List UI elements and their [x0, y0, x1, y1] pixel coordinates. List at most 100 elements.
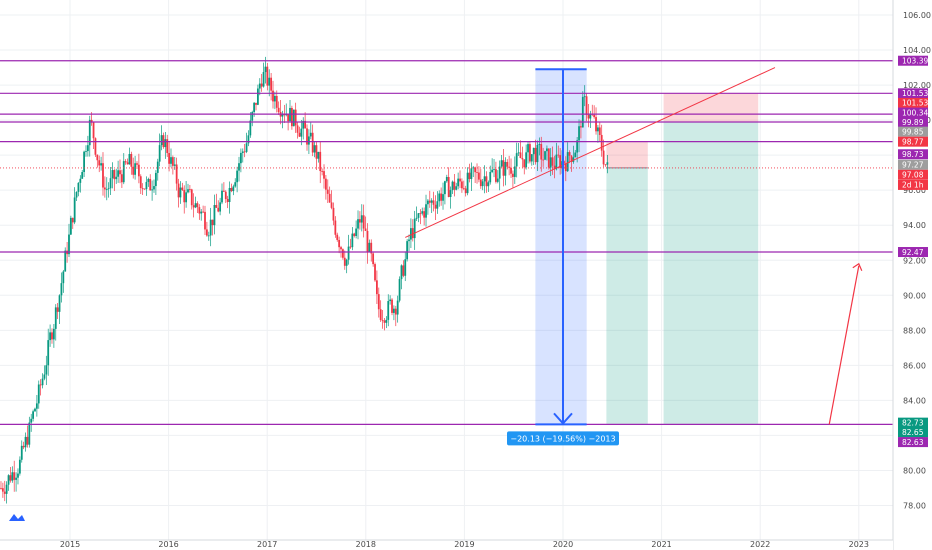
candle-body	[396, 300, 399, 315]
price-tag[interactable]	[898, 417, 928, 428]
candle-body	[156, 161, 159, 173]
price-tick-label: 86.00	[903, 361, 926, 370]
candle-body	[393, 308, 395, 313]
time-axis-bg	[0, 540, 893, 550]
price-tag[interactable]	[898, 437, 928, 448]
candle-body	[481, 181, 484, 187]
measure-label-box[interactable]	[507, 431, 619, 446]
candle-body	[362, 215, 365, 229]
time-tick-label: 2021	[651, 540, 671, 549]
target-arrow[interactable]	[828, 265, 860, 425]
candle-body	[413, 218, 416, 239]
candle-body	[595, 117, 597, 132]
price-tag-label: 100.34	[902, 108, 928, 117]
price-tag[interactable]	[898, 149, 928, 160]
candle-body	[421, 211, 424, 214]
candle-body	[476, 172, 478, 173]
candle-body	[292, 109, 295, 127]
time-tick-label: 2023	[849, 540, 869, 549]
candle-body	[126, 162, 129, 165]
tradingview-logo-icon[interactable]	[7, 509, 25, 527]
candle-body	[32, 411, 34, 419]
candle-body	[188, 189, 191, 191]
candle-body	[321, 171, 324, 172]
candle-body	[34, 408, 36, 412]
candle-body	[273, 95, 276, 102]
candle-body	[217, 207, 220, 212]
candle-body	[79, 178, 82, 183]
drawing-overlays[interactable]: −20.13 (−19.56%) −2013	[405, 67, 863, 446]
price-tag[interactable]	[898, 107, 928, 118]
candle-body	[466, 172, 469, 194]
candle-body	[243, 151, 246, 153]
candle-body	[379, 309, 382, 320]
candle-body	[324, 178, 327, 190]
candle-body	[92, 122, 95, 139]
candle-body	[508, 166, 511, 168]
candle-body	[536, 145, 539, 163]
price-tag[interactable]	[898, 169, 928, 180]
candle-body	[196, 203, 199, 208]
trendline[interactable]	[405, 67, 776, 238]
price-tag-label: 92.47	[902, 248, 924, 257]
price-tick-label: 90.00	[903, 291, 926, 300]
price-tag[interactable]	[898, 159, 928, 170]
candle-body	[453, 181, 456, 190]
price-tick-label: 80.00	[903, 466, 926, 475]
time-axis[interactable]: 2015 2016 2017 2018 2019 2020 2021 2022 2023	[0, 539, 893, 550]
candle-body	[360, 215, 363, 223]
price-tag-label: 98.77	[902, 137, 924, 146]
candle-body	[376, 280, 378, 295]
candle-body	[544, 151, 546, 160]
candle-body	[221, 190, 223, 203]
candle-body	[47, 340, 50, 366]
candle-body	[523, 159, 526, 168]
candle-body	[287, 113, 290, 122]
price-tag[interactable]	[898, 117, 928, 128]
price-tag[interactable]	[898, 247, 928, 258]
candle-body	[113, 170, 116, 180]
candle-body	[540, 144, 543, 160]
candle-body	[410, 228, 412, 240]
time-tick-label: 2018	[356, 540, 376, 549]
candlestick-series	[0, 56, 609, 504]
price-tag-label: 98.73	[902, 150, 924, 159]
candle-body	[406, 241, 409, 260]
candle-body	[457, 178, 460, 187]
price-tag[interactable]	[898, 97, 928, 108]
candle-body	[364, 228, 367, 231]
price-tag[interactable]	[898, 126, 928, 137]
price-tag[interactable]	[898, 55, 928, 66]
candle-body	[255, 102, 257, 105]
price-tag[interactable]	[898, 88, 928, 99]
candle-body	[572, 157, 575, 162]
candle-body	[64, 250, 67, 272]
candle-body	[521, 158, 524, 160]
price-tick-label: 88.00	[903, 326, 926, 335]
candle-body	[13, 472, 16, 480]
candle-body	[332, 207, 335, 221]
candle-body	[5, 484, 8, 494]
price-tag[interactable]	[898, 136, 928, 147]
candle-body	[570, 155, 573, 162]
horizontal-levels[interactable]	[0, 60, 893, 425]
candle-body	[451, 181, 454, 191]
candle-body	[479, 179, 482, 187]
position-zones	[606, 93, 759, 425]
candle-body	[1, 488, 4, 492]
candle-body	[576, 140, 579, 153]
price-tag[interactable]	[898, 427, 928, 438]
candle-body	[20, 445, 23, 460]
candle-body	[311, 132, 314, 153]
candle-body	[75, 191, 78, 198]
candle-body	[302, 120, 305, 129]
candle-body	[260, 83, 263, 87]
price-tag-label: 82.73	[902, 418, 924, 427]
candle-body	[445, 176, 448, 182]
price-tag[interactable]	[898, 179, 928, 190]
candle-body	[307, 136, 310, 145]
price-axis[interactable]: 78.0080.0082.0084.0086.0088.0090.0092.00…	[892, 0, 932, 550]
candle-body	[461, 181, 463, 189]
candle-body	[171, 157, 174, 166]
